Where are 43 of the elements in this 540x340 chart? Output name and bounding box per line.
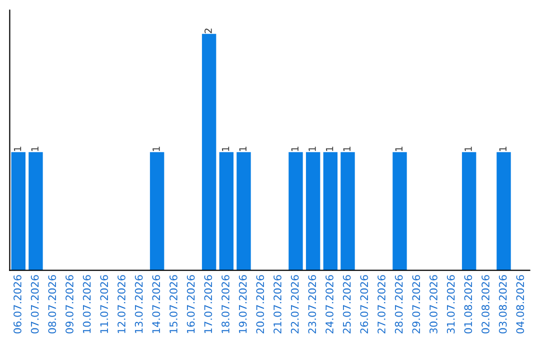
x-tick-label: 13.07.2026: [134, 275, 143, 333]
x-tick-label: 04.08.2026: [516, 275, 524, 334]
data-label: 1: [308, 146, 316, 152]
x-tick-label: 14.07.2026: [152, 275, 160, 333]
x-tick-label: 10.07.2026: [82, 275, 91, 333]
data-label: 1: [152, 146, 160, 152]
data-label: 1: [31, 146, 38, 152]
x-tick-label: 07.07.2026: [30, 275, 39, 334]
x-tick-label: 08.07.2026: [48, 275, 56, 334]
x-tick-label: 30.07.2026: [430, 275, 438, 334]
data-label: 1: [326, 146, 334, 152]
x-tick-label: 28.07.2026: [394, 275, 403, 334]
x-tick-label: 31.07.2026: [446, 275, 455, 334]
x-tick-label: 22.07.2026: [290, 275, 299, 334]
x-tick-label: 18.07.2026: [222, 275, 230, 333]
x-tick-label: 24.07.2026: [326, 275, 334, 334]
data-label: 1: [239, 146, 246, 152]
x-tick-label: 19.07.2026: [238, 275, 247, 333]
x-tick-label: 11.07.2026: [100, 275, 108, 333]
x-tick-label: 26.07.2026: [360, 275, 368, 334]
x-tick-label: 25.07.2026: [342, 275, 351, 334]
x-tick-label: 29.07.2026: [412, 275, 420, 334]
x-tick-label: 15.07.2026: [170, 275, 178, 333]
x-tick-label: 23.07.2026: [308, 275, 316, 334]
x-tick-label: 16.07.2026: [186, 275, 195, 333]
x-tick-label: 27.07.2026: [378, 275, 386, 334]
x-tick-label: 17.07.2026: [204, 275, 212, 333]
x-tick-label: 09.07.2026: [66, 275, 74, 334]
data-label: 2: [204, 28, 212, 34]
data-label: 1: [499, 146, 506, 152]
x-tick-label: 20.07.2026: [256, 275, 264, 334]
data-label: 1: [464, 146, 472, 152]
x-tick-label: 01.08.2026: [464, 275, 472, 334]
x-tick-label: 12.07.2026: [118, 275, 126, 333]
data-label: 1: [395, 146, 402, 152]
data-label: 1: [343, 146, 350, 152]
data-label: 1: [291, 146, 298, 152]
data-label: 1: [222, 146, 230, 152]
x-tick-label: 21.07.2026: [274, 275, 282, 334]
x-tick-label: 02.08.2026: [482, 275, 490, 334]
data-label: 1: [14, 146, 22, 152]
x-tick-label: 06.07.2026: [14, 275, 22, 334]
x-tick-label: 03.08.2026: [498, 275, 507, 334]
